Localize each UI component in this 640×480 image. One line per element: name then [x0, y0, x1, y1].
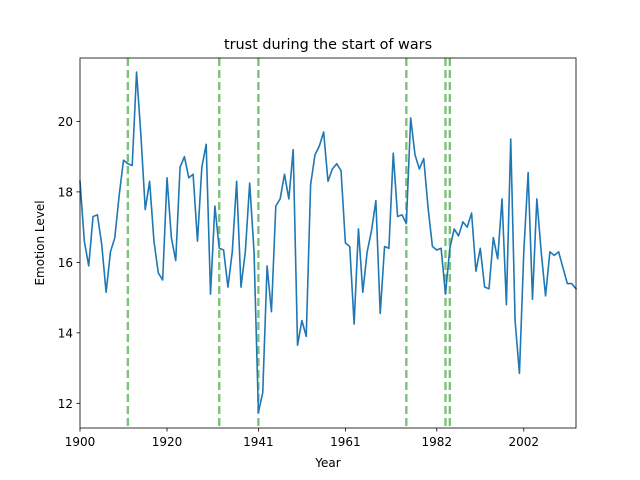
x-tick-label-3: 1961 — [330, 435, 361, 449]
series-line — [79, 71, 578, 413]
plot-frame — [79, 57, 577, 429]
y-axis-ticks: 12 14 16 18 20 — [58, 115, 80, 411]
x-tick-label-4: 1982 — [421, 435, 452, 449]
y-axis-label: Emotion Level — [33, 200, 47, 285]
x-tick-label-0: 1900 — [65, 435, 96, 449]
y-tick-label-1: 14 — [58, 326, 73, 340]
y-tick-label-2: 16 — [58, 256, 73, 270]
x-axis-ticks: 1900 1920 1941 1961 1982 2002 — [65, 428, 539, 449]
chart-title: trust during the start of wars — [224, 37, 432, 53]
y-tick-label-3: 18 — [58, 185, 73, 199]
war-start-lines — [126, 58, 452, 428]
x-axis-label: Year — [314, 456, 340, 470]
y-tick-label-0: 12 — [58, 397, 73, 411]
x-tick-label-1: 1920 — [152, 435, 183, 449]
x-tick-label-5: 2002 — [509, 435, 540, 449]
x-tick-label-2: 1941 — [243, 435, 274, 449]
y-tick-label-4: 20 — [58, 115, 73, 129]
